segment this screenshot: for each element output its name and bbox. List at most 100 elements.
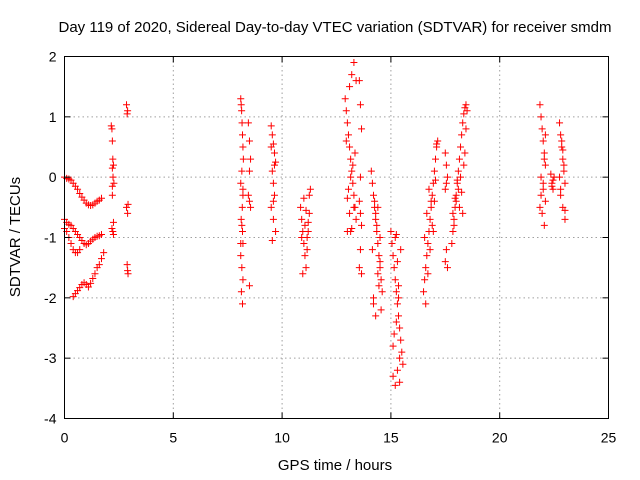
data-point — [110, 179, 118, 187]
data-point — [538, 209, 546, 217]
axis-ticks — [64, 56, 609, 419]
data-point — [388, 240, 396, 248]
data-point — [373, 227, 381, 235]
data-point — [558, 143, 566, 151]
data-point — [375, 252, 383, 260]
series-burst-13 — [341, 59, 360, 235]
data-point — [559, 146, 567, 154]
series-burst-14.4 — [367, 167, 386, 320]
data-point — [538, 125, 546, 133]
data-point — [108, 182, 116, 190]
data-point — [304, 218, 312, 226]
data-point — [305, 191, 313, 199]
data-point — [391, 381, 399, 389]
data-point — [97, 255, 105, 263]
data-point — [389, 372, 397, 380]
data-point — [245, 197, 253, 205]
data-point — [368, 179, 376, 187]
series-burst-8.5 — [244, 119, 255, 290]
data-point — [547, 170, 555, 178]
data-point — [463, 107, 471, 115]
data-point — [443, 264, 451, 272]
data-point — [369, 191, 377, 199]
data-point — [539, 185, 547, 193]
data-point — [374, 240, 382, 248]
data-point — [461, 149, 469, 157]
data-point — [376, 258, 384, 266]
data-point — [433, 140, 441, 148]
data-point — [454, 185, 462, 193]
series-burst-16.7 — [420, 137, 442, 308]
data-point — [342, 137, 350, 145]
series-arc-a — [61, 173, 105, 210]
y-tick-label: -1 — [44, 230, 57, 246]
data-point — [303, 234, 311, 241]
data-point — [537, 113, 545, 121]
data-point — [100, 249, 108, 257]
data-point — [397, 246, 405, 254]
data-point — [124, 200, 132, 208]
data-point — [396, 354, 404, 362]
data-point — [355, 264, 363, 272]
x-axis-label: GPS time / hours — [278, 457, 392, 474]
data-point — [301, 221, 309, 229]
chart-title: Day 119 of 2020, Sidereal Day-to-day VTE… — [59, 19, 612, 36]
data-point — [343, 194, 351, 202]
data-point — [395, 312, 403, 320]
data-point — [396, 324, 404, 332]
data-point — [109, 218, 117, 226]
x-tick-label: 0 — [61, 430, 69, 446]
data-point — [442, 161, 450, 169]
data-point — [67, 240, 75, 248]
data-point — [349, 161, 357, 169]
grid — [64, 56, 609, 419]
data-point — [304, 227, 312, 235]
data-point — [428, 191, 436, 199]
data-point — [270, 191, 278, 199]
data-point — [387, 227, 395, 235]
data-point — [376, 264, 384, 272]
data-point — [300, 240, 308, 248]
data-point — [443, 173, 451, 181]
data-point — [368, 246, 376, 254]
data-point — [109, 230, 117, 238]
data-point — [557, 191, 565, 199]
data-point — [556, 173, 564, 181]
data-point — [376, 234, 384, 241]
data-point — [462, 125, 470, 133]
data-point — [398, 348, 406, 356]
data-point — [299, 270, 307, 278]
y-tick-label: 1 — [49, 109, 57, 125]
data-point — [450, 221, 458, 229]
data-point — [536, 203, 544, 211]
data-point — [541, 197, 549, 205]
data-point — [237, 179, 245, 187]
series-burst-22.4 — [547, 170, 558, 193]
data-point — [450, 215, 458, 223]
data-point — [441, 258, 449, 266]
data-point — [107, 122, 115, 130]
y-tick-label: -3 — [44, 350, 57, 366]
data-point — [441, 185, 449, 193]
data-point — [375, 282, 383, 290]
data-point — [356, 209, 364, 217]
data-point — [358, 270, 366, 278]
data-point — [358, 125, 366, 133]
data-point — [459, 119, 467, 127]
data-point — [347, 155, 355, 163]
data-point — [305, 209, 313, 217]
data-point — [390, 264, 398, 272]
series-burst-18.2 — [448, 101, 471, 248]
data-point — [239, 143, 247, 151]
data-point — [87, 279, 95, 287]
data-point — [355, 197, 363, 205]
data-point — [396, 378, 404, 386]
data-point — [356, 246, 364, 254]
data-point — [346, 143, 354, 151]
x-tick-labels: 0 5 10 15 20 25 — [61, 430, 617, 446]
data-point — [123, 203, 131, 211]
data-point — [89, 275, 97, 283]
data-point — [367, 167, 375, 175]
data-point — [540, 155, 548, 163]
series-burst-11 — [297, 185, 314, 278]
